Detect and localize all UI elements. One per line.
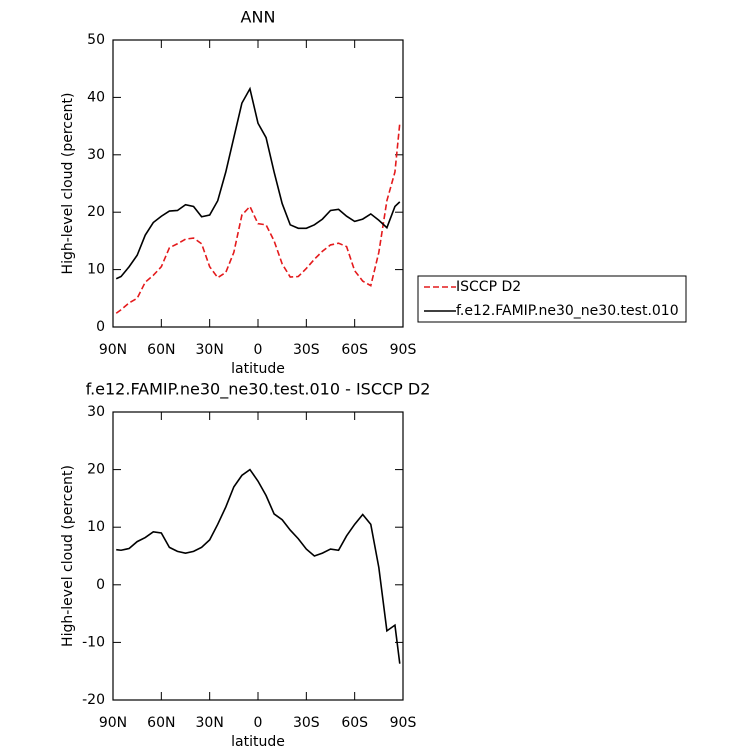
y-tick-label: -10 xyxy=(82,634,105,650)
chart-title: f.e12.FAMIP.ne30_ne30.test.010 - ISCCP D… xyxy=(86,380,431,400)
y-tick-label: 0 xyxy=(96,319,105,335)
x-tick-label: 90S xyxy=(390,715,417,731)
y-axis-label: High-level cloud (percent) xyxy=(60,465,76,647)
y-tick-label: 50 xyxy=(87,32,105,48)
plot-frame xyxy=(112,39,404,328)
x-tick-label: 30N xyxy=(196,342,224,358)
x-axis-label: latitude xyxy=(231,361,285,377)
y-axis-label: High-level cloud (percent) xyxy=(60,93,76,275)
y-tick-label: 10 xyxy=(87,519,105,535)
legend-label: ISCCP D2 xyxy=(456,279,521,295)
y-tick-label: 30 xyxy=(87,404,105,420)
y-tick-label: 40 xyxy=(87,89,105,105)
x-tick-label: 0 xyxy=(254,342,263,358)
x-tick-label: 60N xyxy=(147,715,175,731)
plot-frame xyxy=(112,411,404,701)
x-tick-label: 60S xyxy=(341,715,368,731)
y-tick-label: 20 xyxy=(87,462,105,478)
data-line xyxy=(116,468,401,664)
chart-title: ANN xyxy=(241,8,276,27)
data-line xyxy=(115,86,401,280)
y-tick-label: 0 xyxy=(96,577,105,593)
x-tick-label: 60N xyxy=(147,342,175,358)
y-tick-label: -20 xyxy=(82,692,105,708)
legend-box xyxy=(417,275,687,323)
x-tick-label: 90S xyxy=(390,342,417,358)
x-tick-label: 90N xyxy=(99,715,127,731)
x-tick-label: 30N xyxy=(196,715,224,731)
y-tick-label: 20 xyxy=(87,204,105,220)
x-tick-label: 90N xyxy=(99,342,127,358)
x-tick-label: 30S xyxy=(293,342,320,358)
data-line xyxy=(115,123,401,314)
y-tick-label: 30 xyxy=(87,147,105,163)
x-tick-label: 0 xyxy=(254,715,263,731)
legend-label: f.e12.FAMIP.ne30_ne30.test.010 xyxy=(456,303,679,319)
y-tick-label: 10 xyxy=(87,262,105,278)
x-tick-label: 30S xyxy=(293,715,320,731)
x-axis-label: latitude xyxy=(231,734,285,750)
x-tick-label: 60S xyxy=(341,342,368,358)
